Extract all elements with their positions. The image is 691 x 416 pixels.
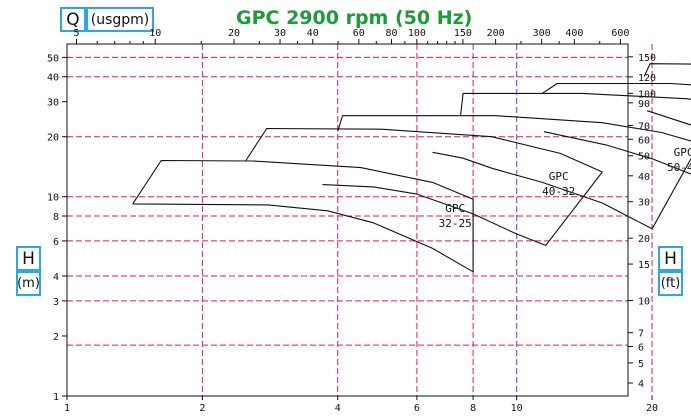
x-top-tick-label: 10 [149, 28, 161, 39]
left-h-unit: (m) [17, 276, 40, 291]
x-bottom-tick-label: 4 [335, 403, 341, 414]
x-top-tick-label: 30 [274, 28, 286, 39]
y-right-tick-label: 6 [638, 343, 644, 354]
y-right-tick-label: 90 [638, 99, 650, 110]
left-h-symbol: H [22, 248, 35, 269]
y-right-tick-label: 30 [638, 198, 650, 209]
pump-curve-label: GPC [549, 170, 569, 183]
right-h-unit-box: (ft) [658, 271, 683, 296]
y-right-tick-label: 60 [638, 135, 650, 146]
right-h-symbol-box: H [658, 246, 683, 271]
x-top-tick-label: 300 [533, 28, 551, 39]
pump-curve-label: 40-32 [542, 185, 575, 198]
q-symbol: Q [66, 9, 80, 30]
x-top-tick-label: 150 [454, 28, 472, 39]
y-left-tick-label: 3 [53, 297, 59, 308]
x-top-tick-label: 5 [73, 28, 79, 39]
x-top-tick-label: 400 [565, 28, 583, 39]
pump-curve-1 [132, 159, 474, 273]
x-top-tick-label: 40 [307, 28, 319, 39]
pump-curve-3 [337, 115, 691, 230]
y-left-tick-label: 10 [47, 193, 59, 204]
y-right-tick-label: 5 [638, 359, 644, 370]
right-h-unit: (ft) [660, 276, 681, 291]
right-h-symbol: H [664, 248, 677, 269]
y-left-tick-label: 8 [53, 212, 59, 223]
y-left-tick-label: 2 [53, 332, 59, 343]
x-bottom-tick-label: 6 [414, 403, 420, 414]
y-right-tick-label: 40 [638, 172, 650, 183]
left-h-unit-box: (m) [16, 271, 41, 296]
y-right-tick-label: 50 [638, 152, 650, 163]
x-bottom-tick-label: 8 [470, 403, 476, 414]
x-bottom-tick-label: 2 [199, 403, 205, 414]
pump-curve-label: GPC [445, 202, 465, 215]
x-bottom-tick-label: 20 [646, 403, 658, 414]
x-top-tick-label: 60 [353, 28, 365, 39]
pump-curve-5 [541, 82, 691, 126]
y-right-tick-label: 15 [638, 260, 650, 271]
y-left-tick-label: 6 [53, 237, 59, 248]
pump-curve-label: 32-25 [439, 217, 472, 230]
left-h-symbol-box: H [16, 246, 41, 271]
y-right-tick-label: 150 [638, 53, 656, 64]
plot-frame [66, 43, 629, 397]
x-top-tick-label: 100 [408, 28, 426, 39]
x-bottom-tick-label: 10 [511, 403, 523, 414]
pump-curve-4 [459, 92, 691, 175]
y-right-tick-label: 4 [638, 379, 644, 390]
chart-title: GPC 2900 rpm (50 Hz) [236, 7, 473, 29]
q-unit: (usgpm) [90, 11, 150, 28]
y-right-tick-label: 10 [638, 297, 650, 308]
x-top-tick-label: 80 [385, 28, 397, 39]
y-left-tick-label: 40 [47, 73, 59, 84]
x-top-tick-label: 20 [228, 28, 240, 39]
x-bottom-tick-label: 1 [64, 403, 70, 414]
y-left-tick-label: 30 [47, 98, 59, 109]
x-top-tick-label: 600 [611, 28, 629, 39]
y-right-tick-label: 7 [638, 329, 644, 340]
y-left-tick-label: 50 [47, 53, 59, 64]
y-right-tick-label: 70 [638, 121, 650, 132]
pump-curve-label: GPC [674, 146, 691, 159]
q-unit-box: (usgpm) [86, 7, 154, 32]
y-left-tick-label: 1 [53, 392, 59, 403]
y-right-tick-label: 120 [638, 73, 656, 84]
pump-curve-label: 50-40 [667, 161, 691, 174]
x-top-tick-label: 200 [487, 28, 505, 39]
q-symbol-box: Q [60, 7, 86, 32]
y-left-tick-label: 20 [47, 133, 59, 144]
y-left-tick-label: 4 [53, 272, 59, 283]
grid-lines [67, 44, 653, 396]
y-right-tick-label: 100 [638, 89, 656, 100]
y-right-tick-label: 20 [638, 234, 650, 245]
pump-curve-2 [245, 127, 603, 246]
